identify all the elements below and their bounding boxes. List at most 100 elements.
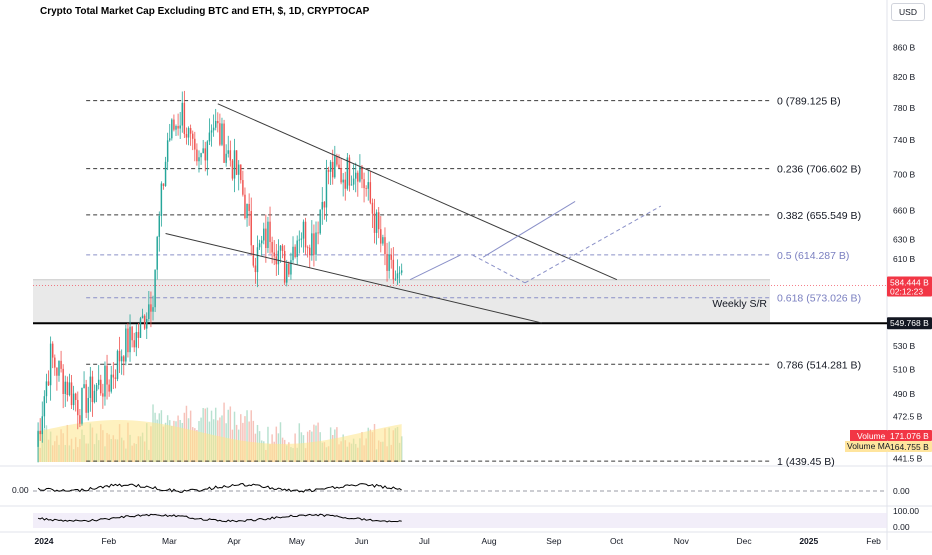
candle-body (74, 393, 77, 400)
candle-body (143, 315, 146, 329)
candle-body (384, 237, 386, 255)
candle-body (369, 182, 372, 203)
candle-body (77, 399, 79, 416)
candle-body (70, 382, 73, 406)
indicator2-band (33, 513, 887, 528)
candle-body (120, 356, 123, 362)
candle-body (267, 221, 269, 248)
y-tick-label: 441.5 B (893, 453, 923, 463)
volume-ma-tag-text: 164.755 B (890, 442, 929, 452)
candle-body (148, 304, 150, 320)
candle-body (110, 374, 112, 392)
candle-body (233, 150, 236, 179)
candle-body (162, 183, 165, 186)
candle-body (202, 148, 204, 154)
candle-body (158, 216, 161, 237)
candle-body (212, 127, 215, 131)
candle-body (194, 138, 196, 150)
candle-body (235, 150, 238, 175)
y-tick-label: 860 B (893, 43, 916, 53)
candle-body (331, 161, 334, 178)
candle-body (346, 157, 349, 189)
candle-body (229, 150, 232, 161)
candle-body (382, 237, 384, 244)
y-tick-label: 630 B (893, 234, 916, 244)
candle-body (340, 168, 342, 183)
candle-body (171, 119, 173, 139)
candle-body (152, 307, 154, 312)
candle-body (363, 179, 365, 189)
candle-body (221, 123, 223, 145)
y-tick-label: 660 B (893, 206, 916, 216)
candle-body (361, 166, 363, 180)
currency-button[interactable]: USD (891, 3, 925, 21)
projection-arrow-3 (482, 200, 576, 258)
candle-body (47, 381, 50, 386)
candle-body (123, 356, 125, 362)
y-tick-label: 780 B (893, 103, 916, 113)
candle-body (390, 254, 392, 260)
x-tick-label: Oct (610, 536, 624, 546)
x-tick-label: Feb (101, 536, 116, 546)
volume-bar (279, 422, 282, 462)
candle-body (141, 315, 144, 319)
candle-body (246, 203, 248, 219)
candle-body (279, 245, 282, 251)
candle-body (146, 319, 148, 329)
candle-body (373, 213, 376, 233)
indicator2-lower-label: 0.00 (893, 522, 910, 532)
candle-body (240, 164, 242, 181)
candle-body (288, 263, 290, 275)
candle-body (196, 149, 198, 162)
candle-body (204, 148, 206, 161)
candle-body (137, 332, 140, 338)
x-tick-label: Feb (866, 536, 881, 546)
candle-body (198, 157, 200, 162)
candle-body (357, 172, 359, 182)
candle-body (62, 368, 64, 394)
fib-level-label: 0.786 (514.281 B) (777, 359, 861, 371)
candle-body (37, 430, 39, 447)
candle-body (244, 194, 246, 219)
y-tick-label: 740 B (893, 135, 916, 145)
volume-tag-bg (887, 430, 932, 441)
candle-body (89, 376, 92, 398)
x-tick-label: May (289, 536, 306, 546)
volume-ma-tag-bg (887, 441, 932, 452)
candle-body (252, 245, 255, 266)
candle-body (258, 243, 261, 248)
indicator1-line (37, 483, 402, 493)
volume-bar (233, 411, 236, 462)
fib-level-label: 0 (789.125 B) (777, 96, 841, 108)
candle-body (348, 157, 351, 186)
candle-body (400, 270, 403, 273)
candle-body (317, 232, 319, 234)
y-tick-label: 820 B (893, 72, 916, 82)
x-tick-label: Nov (674, 536, 690, 546)
candle-body (93, 390, 96, 403)
candle-body (164, 161, 167, 186)
candle-body (342, 179, 344, 183)
candle-body (166, 140, 169, 162)
candle-body (283, 250, 286, 283)
candle-body (139, 318, 142, 338)
candle-body (79, 415, 81, 424)
candle-body (179, 125, 181, 129)
x-tick-label: 2025 (799, 536, 818, 546)
projection-arrow-4 (524, 205, 662, 284)
candle-body (309, 247, 311, 256)
y-tick-label: 510 B (893, 364, 916, 374)
fib-level-label: 0.236 (706.602 B) (777, 164, 861, 176)
candle-body (181, 102, 184, 126)
volume-label-bg (850, 430, 887, 441)
candle-body (242, 180, 244, 195)
candle-body (173, 119, 175, 130)
candle-body (350, 184, 353, 186)
candle-body (277, 250, 280, 265)
candle-body (116, 350, 119, 379)
y-tick-label: 610 B (893, 254, 916, 264)
candle-body (367, 182, 369, 189)
candle-body (214, 121, 217, 128)
